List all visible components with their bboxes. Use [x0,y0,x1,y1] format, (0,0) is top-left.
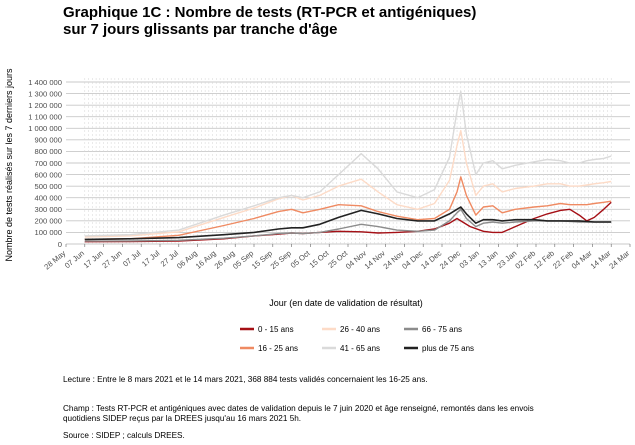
legend-label: 26 - 40 ans [340,325,380,334]
x-tick-label: 17 Jul [140,248,162,268]
chart-grid [66,78,630,245]
x-tick-label: 28 May [42,249,67,272]
x-tick-label: 27 Jun [100,249,123,271]
legend-label: 41 - 65 ans [340,344,380,353]
y-tick-label: 800 000 [35,147,62,156]
note-lecture: Lecture : Entre le 8 mars 2021 et le 14 … [63,375,428,384]
y-tick-label: 1 100 000 [28,113,62,122]
series-line [84,90,612,237]
x-tick-label: 15 Oct [308,248,332,270]
x-tick-label: 12 Feb [532,249,556,271]
y-tick-label: 700 000 [35,159,62,168]
x-tick-label: 13 Jan [476,249,499,271]
x-tick-label: 17 Jun [82,249,105,271]
y-tick-label: 1 000 000 [28,124,62,133]
y-tick-label: 100 000 [35,228,62,237]
legend-label: 0 - 15 ans [258,325,294,334]
x-tick-label: 02 Feb [513,249,537,271]
note-source: Source : SIDEP ; calculs DREES. [63,431,185,440]
series-line [84,206,612,241]
y-tick-label: 900 000 [35,136,62,145]
x-tick-label: 25 Sep [269,249,293,271]
legend-label: plus de 75 ans [422,344,474,353]
y-tick-label: 400 000 [35,194,62,203]
y-tick-label: 0 [58,240,62,249]
y-tick-label: 200 000 [35,217,62,226]
x-tick-label: 07 Jul [121,248,143,268]
series-line [84,129,612,238]
x-tick-label: 16 Aug [194,249,218,271]
y-tick-label: 1 400 000 [28,78,62,87]
y-axis-title: Nombre de tests réalisés sur les 7 derni… [4,68,14,262]
y-axis-ticks: 0 100 000 200 000 300 000 400 000 500 000 600 … [28,78,62,249]
note-champ-line2: quotidiens SIDEP reçus par la DREES jusq… [63,414,302,423]
x-tick-label: 05 Oct [289,248,313,270]
chart-legend: 0 - 15 ans 26 - 40 ans 66 - 75 ans 16 - 25 … [240,325,474,353]
note-champ-line1: Champ : Tests RT-PCR et antigéniques ave… [63,404,534,413]
x-tick-label: 22 Feb [551,249,575,271]
x-tick-label: 24 Mar [607,248,631,270]
x-tick-label: 03 Jan [458,249,481,271]
y-tick-label: 1 200 000 [28,101,62,110]
note-champ: Champ : Tests RT-PCR et antigéniques ave… [63,404,534,424]
y-tick-label: 300 000 [35,205,62,214]
x-axis-title: Jour (en date de validation de résultat) [269,298,423,308]
y-tick-label: 1 300 000 [28,89,62,98]
chart-title: Graphique 1C : Nombre de tests (RT-PCR e… [63,4,476,38]
chart-title-line2: sur 7 jours glissants par tranche d'âge [63,21,338,38]
legend-label: 16 - 25 ans [258,344,298,353]
y-tick-label: 500 000 [35,182,62,191]
x-tick-label: 24 Dec [438,249,462,271]
series-line [84,176,612,241]
chart-title-line1: Graphique 1C : Nombre de tests (RT-PCR e… [63,4,477,21]
x-tick-label: 07 Jun [63,249,86,271]
x-tick-label: 06 Aug [175,249,199,271]
y-tick-label: 600 000 [35,170,62,179]
legend-label: 66 - 75 ans [422,325,462,334]
chart-series [84,90,612,243]
